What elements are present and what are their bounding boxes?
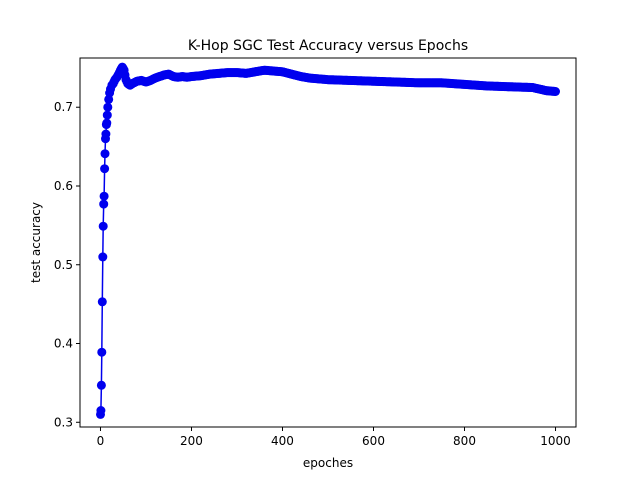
data-point	[100, 149, 110, 159]
x-tick-label: 400	[271, 434, 294, 448]
x-tick-label: 0	[97, 434, 105, 448]
data-point	[102, 118, 112, 128]
data-point	[96, 406, 106, 415]
data-point	[98, 221, 108, 231]
x-tick-label: 600	[362, 434, 385, 448]
data-point	[103, 102, 113, 112]
data-point	[97, 347, 107, 357]
y-tick-label: 0.3	[54, 415, 73, 429]
data-point	[99, 191, 109, 201]
axis-ticks: 0 200 400 600 800 1000 0.3 0.4 0.5 0.6 0.7	[54, 100, 571, 448]
y-tick-label: 0.7	[54, 100, 73, 114]
data-point	[551, 87, 560, 96]
data-point	[101, 129, 111, 139]
data-point	[100, 164, 110, 174]
axes-frame	[79, 57, 577, 428]
data-point	[96, 380, 106, 390]
x-tick-label: 1000	[540, 434, 571, 448]
data-point	[98, 252, 108, 262]
chart-title: K-Hop SGC Test Accuracy versus Epochs	[188, 38, 468, 54]
data-point	[97, 297, 107, 307]
x-tick-label: 200	[180, 434, 203, 448]
data-point	[102, 110, 112, 120]
y-tick-label: 0.4	[54, 337, 73, 351]
data-point	[99, 199, 109, 209]
y-tick-label: 0.6	[54, 179, 73, 193]
plot-area	[96, 62, 560, 419]
y-tick-label: 0.5	[54, 258, 73, 272]
x-axis-label: epoches	[303, 456, 353, 470]
x-tick-label: 800	[453, 434, 476, 448]
y-axis-label: test accuracy	[29, 202, 43, 283]
